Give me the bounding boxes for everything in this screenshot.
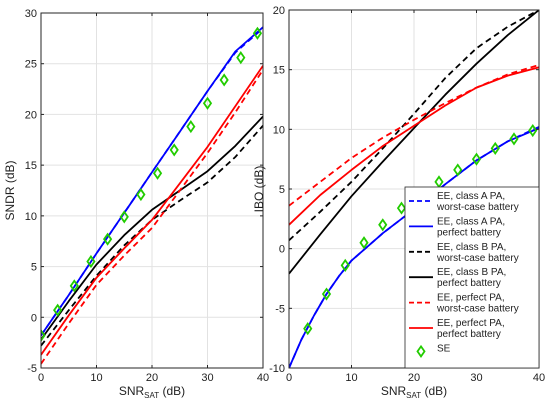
se-marker [236,51,246,65]
se-marker [453,163,463,177]
series-line-ep_wc [41,69,263,365]
x-tick-label: 0 [38,372,44,384]
se-marker [219,73,229,87]
y-tick-label: 10 [25,211,37,223]
series-line-ep_pb [41,65,263,356]
se-marker [252,26,263,40]
series-group [41,26,263,365]
legend-label-eb_pb: EE, class B PA, [437,267,506,278]
legend-label-ea_pb-line2: perfect battery [437,227,501,238]
y-axis-label: SNDR (dB) [3,160,17,220]
series-line-eb_wc [41,125,263,347]
y-tick-label: 5 [31,262,37,274]
se-marker [86,254,96,269]
legend-label-eb_wc: EE, class B PA, [437,242,506,253]
y-tick-label: 0 [279,244,285,256]
se-marker [152,166,163,180]
se-marker [41,328,46,343]
se-marker [471,152,482,166]
y-tick-label: 20 [25,109,37,121]
se-marker [303,322,313,336]
series-line-ep_pb [289,66,539,226]
se-marker [378,218,388,232]
y-tick-label: 0 [31,312,37,324]
x-tick-label: 10 [345,372,357,384]
y-axis-label: IBO (dB) [252,166,266,213]
se-marker [321,287,332,301]
x-tick-label: 10 [90,372,102,384]
x-axis-label: SNRSAT (dB) [119,384,185,400]
y-tick-label: 5 [279,184,285,196]
se-marker [169,143,179,157]
legend-label-ep_pb-line2: perfect battery [437,329,501,340]
se-marker [119,210,129,224]
x-tick-label: 20 [408,372,420,384]
legend-label-ea_wc-line2: worst-case battery [436,202,519,213]
y-tick-label: 30 [25,8,37,20]
series-line-eb_pb [41,115,263,341]
y-tick-label: -5 [275,303,285,315]
y-tick-label: -5 [27,363,37,375]
x-tick-label: 20 [146,372,158,384]
legend-label-eb_wc-line2: worst-case battery [436,253,519,264]
series-line-eb_wc [289,10,539,241]
y-tick-label: 15 [25,160,37,172]
legend-swatch-se [416,344,426,358]
y-tick-label: 10 [273,124,285,136]
se-marker [359,236,369,250]
series-line-ea_pb [289,127,539,368]
x-tick-label: 30 [470,372,482,384]
legend-label-ep_wc-line2: worst-case battery [436,304,519,315]
se-marker [490,141,500,155]
x-tick-label: 0 [286,372,292,384]
x-tick-label: 40 [533,372,545,384]
se-marker [396,201,407,215]
y-tick-label: 15 [273,65,285,77]
legend-label-ep_wc: EE, perfect PA, [437,293,505,304]
se-marker [340,258,350,272]
legend-label-ea_pb: EE, class A PA, [437,216,505,227]
x-axis-label: SNRSAT (dB) [381,384,447,400]
se-marker [136,187,146,202]
x-tick-label: 40 [257,372,269,384]
se-marker [53,303,63,317]
legend-label-ea_wc: EE, class A PA, [437,191,505,202]
series-group [289,10,539,368]
se-marker [528,123,538,138]
legend-label-eb_pb-line2: perfect battery [437,278,501,289]
y-tick-label: -10 [269,363,285,375]
se-marker [186,120,196,134]
legend-label-se: SE [437,343,451,354]
se-marker [103,232,113,246]
se-marker [509,132,519,146]
se-marker [69,279,79,293]
y-tick-label: 20 [273,5,285,17]
legend-label-ep_pb: EE, perfect PA, [437,318,505,329]
series-line-ea_pb [41,26,263,337]
se-marker [202,96,213,110]
x-tick-label: 30 [201,372,213,384]
series-line-eb_pb [289,10,539,275]
y-tick-label: 25 [25,59,37,71]
